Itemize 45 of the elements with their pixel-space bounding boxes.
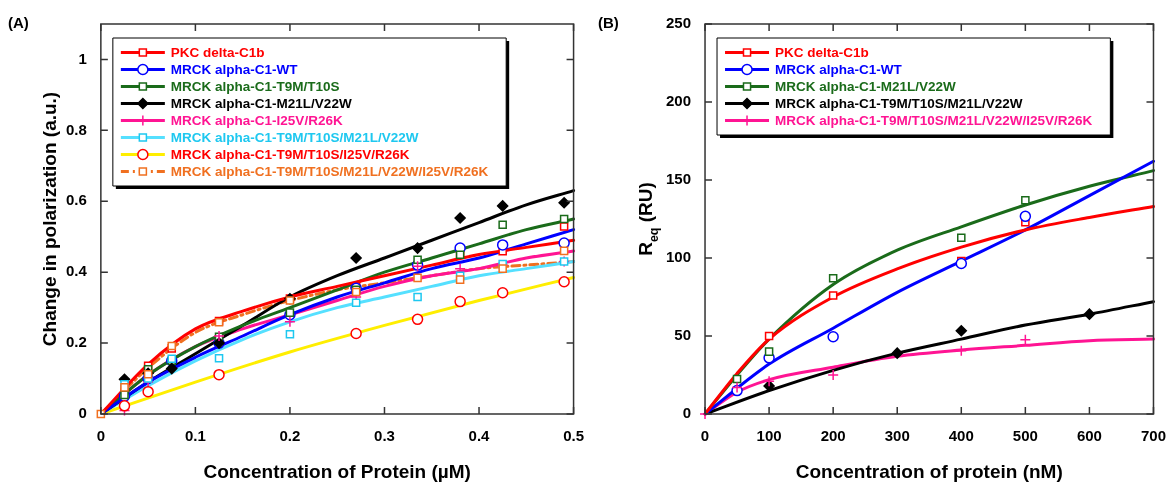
x-tick-label: 0.5 <box>563 427 584 445</box>
legend-label: MRCK alpha-C1-T9M/T10S/M21L/V22W <box>170 130 419 146</box>
legend-label: MRCK alpha-C1-WT <box>775 62 903 78</box>
x-axis-title: Concentration of Protein (µM) <box>203 461 471 482</box>
legend-label: MRCK alpha-C1-T9M/T10S <box>170 79 340 95</box>
x-tick-label: 0.2 <box>279 427 301 445</box>
legend-label: PKC delta-C1b <box>170 45 265 61</box>
legend-label: MRCK alpha-C1-M21L/V22W <box>170 96 352 112</box>
y-tick-label: 250 <box>666 14 692 32</box>
legend-label: MRCK alpha-C1-WT <box>170 62 299 78</box>
chart-title: (A) <box>8 14 29 31</box>
x-tick-label: 200 <box>820 427 846 445</box>
x-tick-label: 0 <box>96 427 106 445</box>
y-tick-label: 0.6 <box>65 191 87 209</box>
y-tick-label: 50 <box>674 326 692 344</box>
y-tick-label: 0.8 <box>65 120 87 138</box>
legend-label: PKC delta-C1b <box>775 45 869 61</box>
y-tick-label: 0.4 <box>65 262 88 280</box>
y-tick-label: 200 <box>666 92 692 110</box>
y-tick-label: 0.2 <box>65 333 87 351</box>
x-tick-label: 100 <box>756 427 782 445</box>
x-tick-label: 0 <box>700 427 710 445</box>
chart-title: (B) <box>598 14 619 31</box>
x-tick-label: 500 <box>1012 427 1038 445</box>
legend-label: MRCK alpha-C1-I25V/R26K <box>170 113 343 129</box>
x-tick-label: 400 <box>948 427 974 445</box>
y-axis-title: Change in polarization (a.u.) <box>39 91 60 347</box>
legend-label: MRCK alpha-C1-M21L/V22W <box>775 79 957 95</box>
y-tick-label: 0 <box>682 404 692 422</box>
legend-label: MRCK alpha-C1-T9M/T10S/M21L/V22W <box>775 96 1023 112</box>
x-tick-label: 0.3 <box>374 427 395 445</box>
legend-label: MRCK alpha-C1-T9M/T10S/I25V/R26K <box>170 147 410 163</box>
y-tick-label: 1 <box>78 49 87 67</box>
y-axis-title: Req (RU) <box>635 182 661 256</box>
x-tick-label: 300 <box>884 427 910 445</box>
x-axis-title: Concentration of protein (nM) <box>795 461 1063 482</box>
x-tick-label: 0.1 <box>184 427 206 445</box>
y-tick-label: 150 <box>666 170 692 188</box>
x-tick-label: 0.4 <box>468 427 491 445</box>
x-tick-label: 600 <box>1076 427 1102 445</box>
x-tick-label: 700 <box>1140 427 1166 445</box>
legend-label: MRCK alpha-C1-T9M/T10S/M21L/V22W/I25V/R26K <box>775 113 1093 129</box>
y-tick-label: 100 <box>666 248 692 266</box>
y-tick-label: 0 <box>78 404 87 422</box>
legend-label: MRCK alpha-C1-T9M/T10S/M21L/V22W/I25V/R26K <box>170 164 489 180</box>
